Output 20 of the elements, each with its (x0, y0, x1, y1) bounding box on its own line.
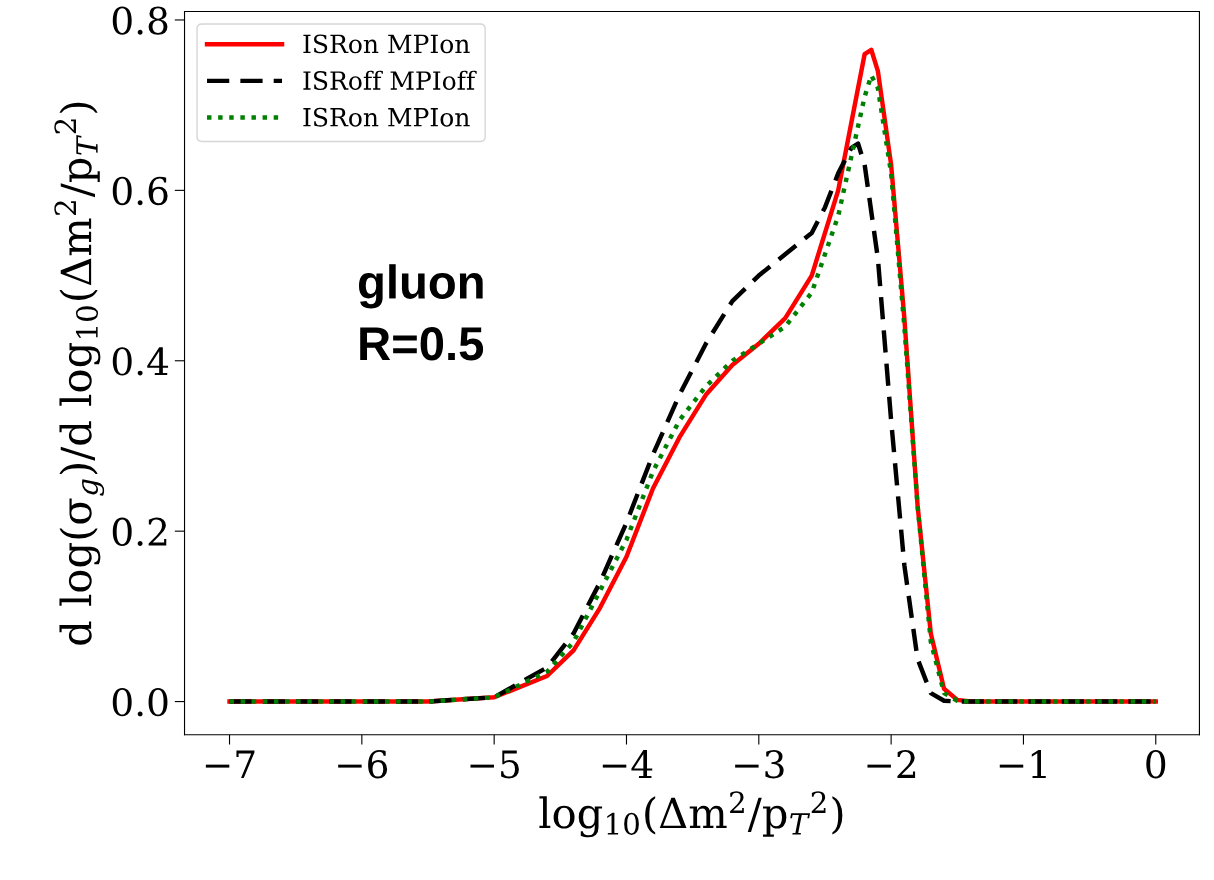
x-tick-label: −6 (338, 750, 388, 779)
legend-label: ISRon MPIon (303, 34, 470, 54)
x-tick-label: −7 (205, 750, 255, 778)
x-tick-label: −2 (867, 750, 916, 778)
y-tick-label: 0.2 (112, 517, 167, 546)
x-tick-label: −3 (735, 750, 784, 779)
legend-label: ISRon MPIon (303, 107, 470, 127)
annotation: gluon (359, 264, 483, 309)
y-tick-label: 0.4 (112, 347, 169, 376)
text: d log(σ$_{g}$)/d log$_{10}$(Δm$^{2}$/p$_{T}$$^{2}$) (54, 102, 105, 645)
x-tick-label: −4 (602, 750, 653, 778)
annotation: R=0.5 (360, 327, 484, 361)
y-tick-label: 0.8 (112, 6, 168, 35)
legend-label: ISRoff MPIoff (303, 70, 477, 90)
x-tick-label: −1 (999, 750, 1046, 778)
x-tick-label: −5 (470, 750, 519, 779)
y-tick-label: 0.6 (112, 176, 168, 206)
x-axis-title: log$_{10}$(Δm$^{2}$/p$_{T}$$^{2}$) (539, 791, 843, 838)
x-tick-label: 0 (1146, 750, 1166, 779)
y-tick-label: 0.0 (112, 687, 168, 717)
